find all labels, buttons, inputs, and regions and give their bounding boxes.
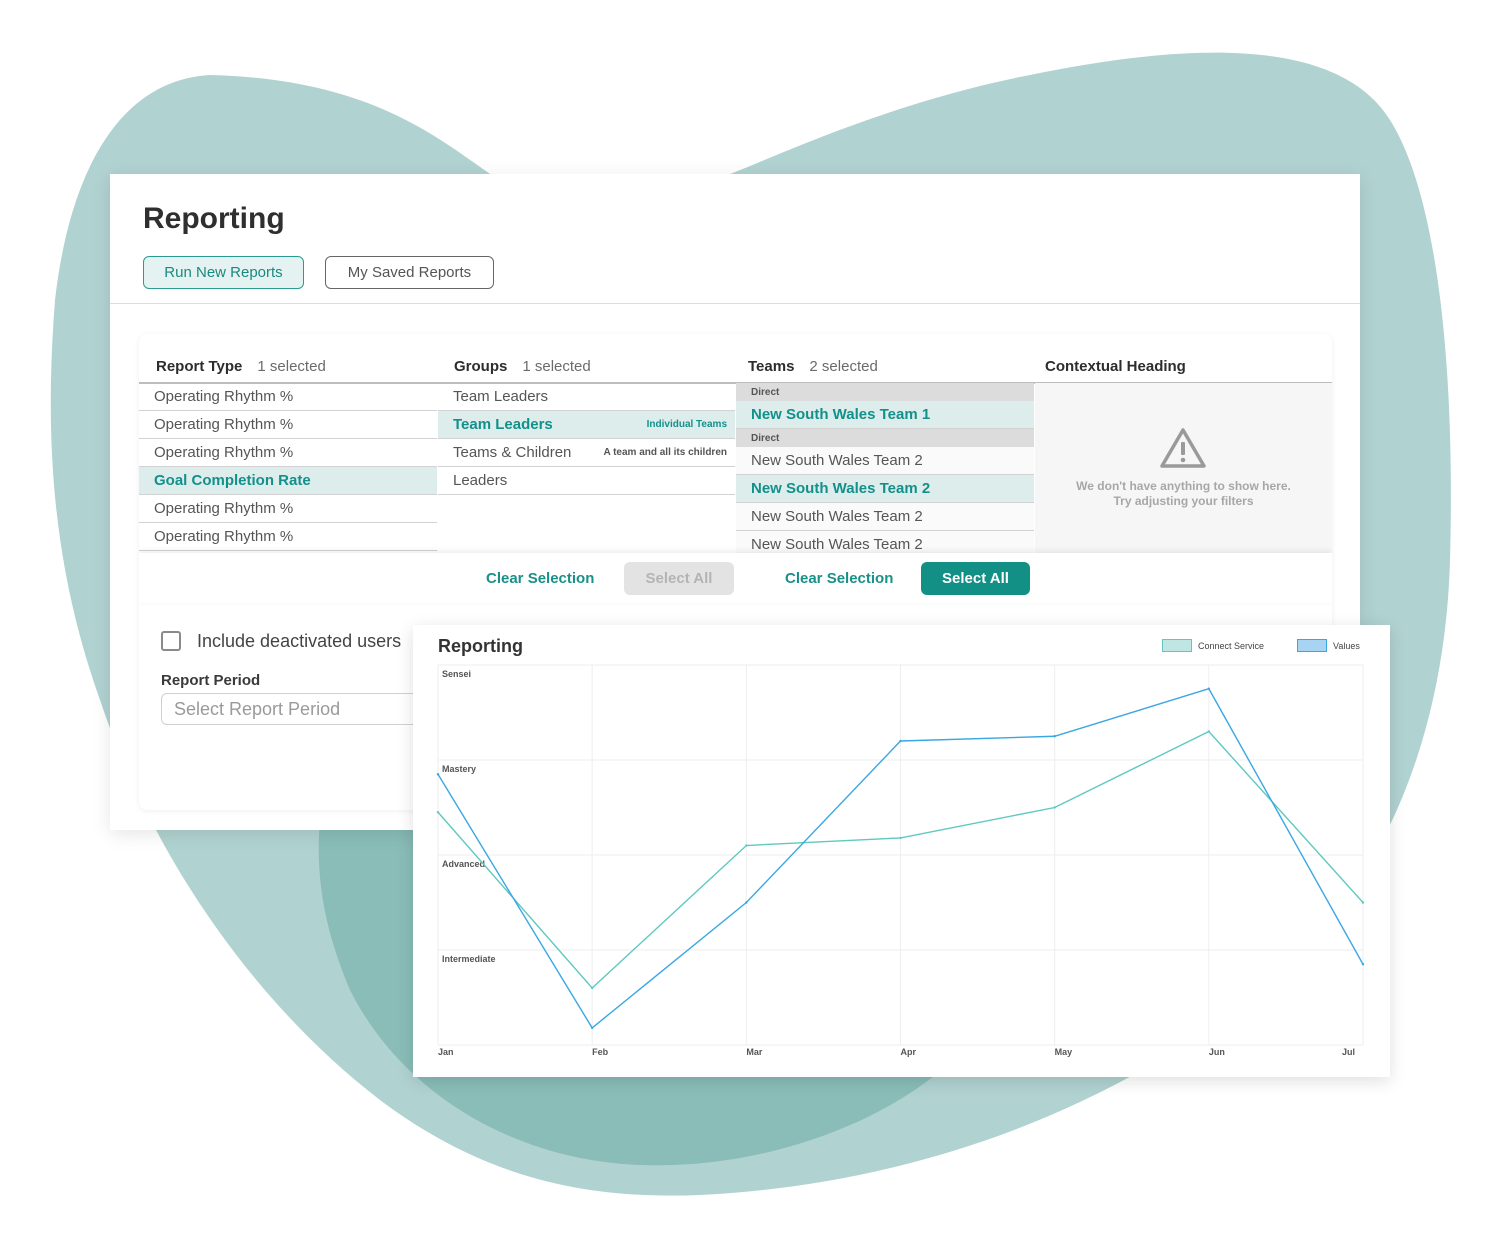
groups-title: Groups bbox=[454, 358, 508, 375]
teams-count: 2 selected bbox=[809, 358, 878, 375]
groups-heading: Groups 1 selected bbox=[454, 358, 591, 375]
report-type-heading: Report Type 1 selected bbox=[156, 358, 326, 375]
clear-selection-teams-button[interactable]: Clear Selection bbox=[785, 570, 894, 587]
report-type-list: Operating Rhythm % Operating Rhythm % Op… bbox=[139, 383, 437, 553]
list-item[interactable]: New South Wales Team 2 bbox=[736, 531, 1034, 553]
report-type-count: 1 selected bbox=[257, 358, 326, 375]
y-tick-label: Mastery bbox=[442, 764, 476, 774]
header-divider bbox=[110, 303, 1360, 304]
tab-run-new-reports[interactable]: Run New Reports bbox=[143, 256, 304, 289]
chart-panel: Intermediate Advanced Mastery Sensei Jan Feb M… bbox=[413, 625, 1390, 1077]
select-all-groups-button[interactable]: Select All bbox=[624, 562, 734, 595]
data-point bbox=[899, 836, 902, 840]
chart-title: Reporting bbox=[438, 636, 523, 656]
data-point bbox=[1207, 730, 1211, 733]
x-tick-label: Jul bbox=[1342, 1047, 1355, 1057]
list-item[interactable]: New South Wales Team 2 bbox=[736, 503, 1034, 531]
data-point bbox=[1361, 963, 1365, 966]
list-item[interactable]: Operating Rhythm % bbox=[139, 495, 437, 523]
x-tick-label: Jun bbox=[1209, 1047, 1225, 1057]
legend-label: Values bbox=[1333, 640, 1360, 651]
list-item[interactable]: Operating Rhythm % bbox=[139, 411, 437, 439]
teams-subheading: Direct bbox=[736, 383, 1034, 401]
list-item[interactable]: Teams & Children A team and all its child… bbox=[438, 439, 735, 467]
data-point bbox=[745, 901, 748, 904]
data-point bbox=[1207, 687, 1211, 690]
groups-count: 1 selected bbox=[522, 358, 591, 375]
x-tick-label: May bbox=[1055, 1047, 1073, 1057]
teams-subheading: Direct bbox=[736, 429, 1034, 447]
data-point bbox=[590, 986, 594, 990]
x-tick-label: Jan bbox=[438, 1047, 454, 1057]
row-hint: Individual Teams bbox=[646, 419, 727, 430]
include-deactivated-label: Include deactivated users bbox=[197, 631, 402, 651]
empty-state-line-1: We don't have anything to show here. bbox=[1076, 479, 1291, 493]
include-deactivated-checkbox[interactable] bbox=[161, 631, 181, 651]
list-item[interactable]: Team Leaders bbox=[438, 383, 735, 411]
x-tick-label: Mar bbox=[746, 1047, 763, 1057]
select-all-teams-button[interactable]: Select All bbox=[921, 562, 1030, 595]
action-bar: Clear Selection Select All Clear Selecti… bbox=[139, 553, 1332, 603]
teams-heading: Teams 2 selected bbox=[748, 358, 878, 375]
y-tick-label: Advanced bbox=[442, 859, 485, 869]
x-tick-label: Feb bbox=[592, 1047, 609, 1057]
legend-swatch bbox=[1162, 639, 1192, 652]
warning-icon bbox=[1160, 428, 1206, 468]
data-point bbox=[745, 844, 748, 847]
list-item[interactable]: Operating Rhythm % bbox=[139, 383, 437, 411]
line-chart: Intermediate Advanced Mastery Sensei Jan Feb M… bbox=[436, 664, 1365, 1057]
data-point bbox=[436, 811, 440, 814]
legend-swatch bbox=[1297, 639, 1327, 652]
legend-label: Connect Service bbox=[1198, 640, 1265, 651]
teams-title: Teams bbox=[748, 358, 795, 375]
empty-state-message: We don't have anything to show here. Try… bbox=[1035, 479, 1332, 509]
report-type-title: Report Type bbox=[156, 358, 243, 375]
list-item[interactable]: Operating Rhythm % bbox=[139, 523, 437, 551]
column-rule bbox=[139, 382, 1332, 384]
row-hint: A team and all its children bbox=[603, 447, 727, 458]
report-period-label: Report Period bbox=[161, 672, 261, 689]
empty-state-line-2: Try adjusting your filters bbox=[1113, 494, 1254, 508]
data-point bbox=[1053, 806, 1056, 809]
list-item-selected[interactable]: Team Leaders Individual Teams bbox=[438, 411, 735, 439]
legend-item-connect-service: Connect Service bbox=[1162, 639, 1264, 652]
legend-item-values: Values bbox=[1297, 639, 1360, 652]
teams-list: Direct New South Wales Team 1 Direct New… bbox=[736, 383, 1034, 553]
contextual-heading: Contextual Heading bbox=[1045, 358, 1186, 375]
clear-selection-groups-button[interactable]: Clear Selection bbox=[486, 570, 595, 587]
list-item-selected[interactable]: Goal Completion Rate bbox=[139, 467, 437, 495]
list-item[interactable]: Leaders bbox=[438, 467, 735, 495]
contextual-title: Contextual Heading bbox=[1045, 358, 1186, 375]
data-point bbox=[436, 773, 440, 776]
list-item-selected[interactable]: New South Wales Team 1 bbox=[736, 401, 1034, 429]
data-point bbox=[1361, 901, 1365, 904]
tab-my-saved-reports[interactable]: My Saved Reports bbox=[325, 256, 494, 289]
list-item[interactable]: Operating Rhythm % bbox=[139, 439, 437, 467]
y-tick-label: Intermediate bbox=[442, 954, 496, 964]
data-point bbox=[1053, 735, 1056, 738]
data-point bbox=[590, 1026, 594, 1030]
page-title: Reporting bbox=[143, 202, 285, 235]
data-point bbox=[899, 739, 902, 743]
groups-list: Team Leaders Team Leaders Individual Team… bbox=[438, 383, 735, 553]
list-item[interactable]: New South Wales Team 2 bbox=[736, 447, 1034, 475]
y-tick-label: Sensei bbox=[442, 669, 471, 679]
list-item-selected[interactable]: New South Wales Team 2 bbox=[736, 475, 1034, 503]
x-tick-label: Apr bbox=[901, 1047, 917, 1057]
contextual-empty-state: We don't have anything to show here. Try… bbox=[1035, 383, 1332, 553]
